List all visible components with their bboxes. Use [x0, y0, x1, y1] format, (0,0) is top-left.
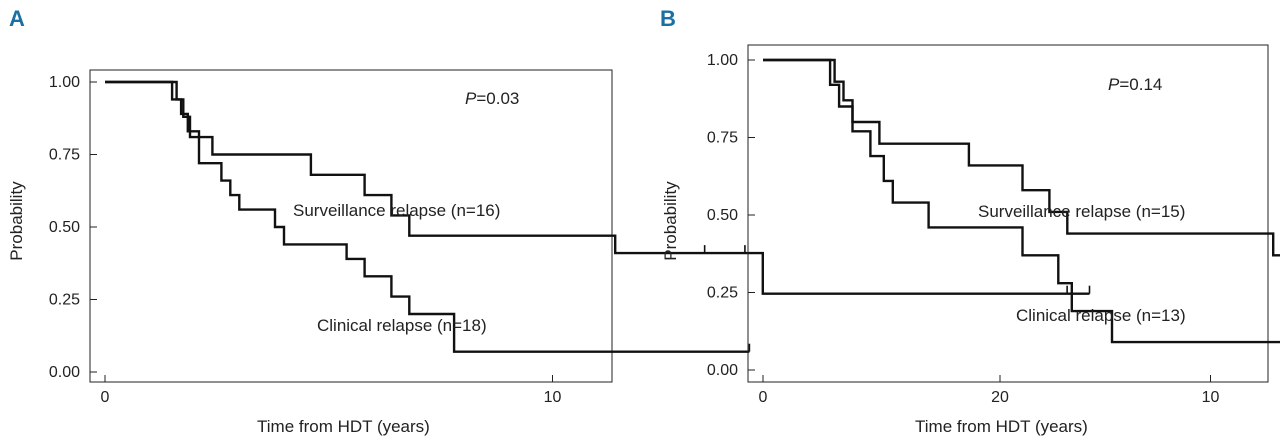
p-value-symbol: P	[1108, 75, 1120, 94]
series-line-0	[105, 80, 1090, 295]
x-tick-label: 10	[544, 389, 562, 406]
series-label: Clinical relapse (n=18)	[317, 316, 487, 335]
y-tick-label: 1.00	[49, 74, 80, 91]
y-tick-label: 1.00	[707, 52, 738, 69]
x-tick-label: 0	[101, 389, 110, 406]
p-value-number: =0.14	[1119, 75, 1162, 94]
x-axis-title: Time from HDT (years)	[915, 417, 1088, 436]
plot-frame	[89, 69, 613, 383]
y-tick-label: 0.00	[707, 362, 738, 379]
p-value-annotation: P=0.03	[465, 89, 519, 108]
x-tick-label: 0	[759, 389, 768, 406]
p-value-number: =0.03	[476, 89, 519, 108]
y-tick-label: 0.75	[49, 147, 80, 164]
plot-frame	[747, 44, 1269, 383]
y-tick-label: 0.25	[707, 285, 738, 302]
series-line-0	[763, 58, 1280, 257]
p-value-annotation: P=0.14	[1108, 75, 1162, 94]
x-axis-title: Time from HDT (years)	[257, 417, 430, 436]
x-tick-label: 10	[1202, 389, 1220, 406]
y-tick-label: 0.75	[707, 130, 738, 147]
y-tick-label: 0.50	[49, 219, 80, 236]
y-axis-title: Probability	[7, 181, 26, 261]
chart-panel-a: 0.00 0.25 0.50 0.75 1.00 0 10 20 Time from HDT (…	[7, 69, 1091, 436]
y-tick-label: 0.00	[49, 364, 80, 381]
y-tick-label: 0.25	[49, 292, 80, 309]
y-axis-title: Probability	[661, 181, 680, 261]
panel-label-a: A	[9, 6, 25, 31]
chart-panel-b: 0.00 0.25 0.50 0.75 1.00 0 10 20 Time from HDT (…	[661, 44, 1280, 436]
series-line-1	[763, 58, 1280, 344]
series-label: Surveillance relapse (n=16)	[293, 201, 500, 220]
series-label: Surveillance relapse (n=15)	[978, 202, 1185, 221]
y-tick-label: 0.50	[707, 207, 738, 224]
x-tick-label: 20	[991, 389, 1009, 406]
series-line-1	[105, 80, 750, 353]
p-value-symbol: P	[465, 89, 477, 108]
series-label: Clinical relapse (n=13)	[1016, 306, 1186, 325]
panel-label-b: B	[660, 6, 676, 31]
